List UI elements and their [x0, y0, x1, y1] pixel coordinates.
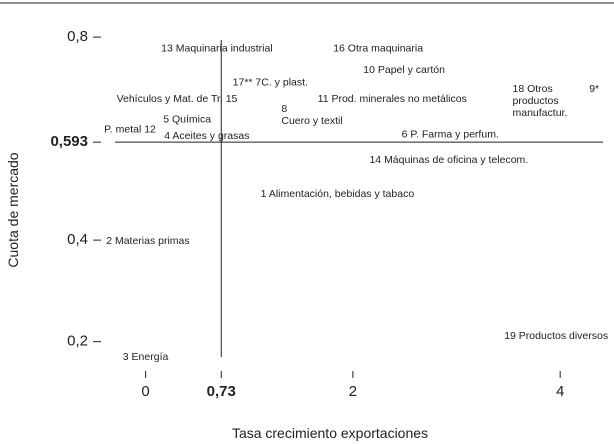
- point-label-line: 8: [281, 103, 287, 115]
- point-label: P. metal 12: [104, 123, 156, 135]
- point-label-line: 16 Otra maquinaria: [333, 42, 423, 54]
- point-label-line: 5 Química: [163, 113, 211, 125]
- x-tick-label: 0,73: [207, 383, 236, 400]
- point-label: 19 Productos diversos: [504, 330, 608, 342]
- point-label: 1 Alimentación, bebidas y tabaco: [261, 188, 415, 200]
- point-label-line: Vehículos y Mat. de Tr. 15: [117, 93, 238, 105]
- point-label-line: 17** 7C. y plast.: [233, 76, 308, 88]
- point-label-line: 10 Papel y cartón: [363, 64, 445, 76]
- point-label-line: 3 Energía: [123, 351, 169, 363]
- point-label: 4 Aceites y grasas: [164, 130, 249, 142]
- point-label-line: 18 Otros: [513, 83, 553, 95]
- point-label: Vehículos y Mat. de Tr. 15: [117, 93, 238, 105]
- point-label-line: 6 P. Farma y perfum.: [402, 129, 499, 141]
- point-label-line: 4 Aceites y grasas: [164, 130, 249, 142]
- x-tick-label: 0: [141, 383, 149, 400]
- point-label: 8 Cuero y textil: [281, 103, 342, 127]
- x-axis-title: Tasa crecimiento exportaciones: [232, 425, 428, 441]
- point-label-line: Cuero y textil: [281, 115, 342, 127]
- point-label-line: 9*: [589, 83, 599, 95]
- point-label-line: 1 Alimentación, bebidas y tabaco: [261, 188, 415, 200]
- y-axis-title: Cuota de mercado: [5, 152, 21, 267]
- point-label-line: manufactur.: [513, 107, 568, 119]
- x-tick-label: 4: [556, 383, 564, 400]
- point-label: 10 Papel y cartón: [363, 64, 445, 76]
- x-tick-label: 2: [349, 383, 357, 400]
- point-label: 16 Otra maquinaria: [333, 42, 423, 54]
- point-label: 9*: [589, 83, 599, 95]
- point-label-line: 2 Materias primas: [106, 235, 189, 247]
- y-tick-label: 0,4: [67, 231, 88, 248]
- point-label: 18 Otros productos manufactur.: [513, 83, 568, 119]
- point-label-line: 11 Prod. minerales no metálicos: [318, 93, 467, 105]
- point-label-line: P. metal 12: [104, 123, 156, 135]
- y-tick-label: 0,8: [67, 28, 88, 45]
- point-label: 5 Química: [163, 113, 211, 125]
- point-label: 3 Energía: [123, 351, 169, 363]
- point-label: 13 Maquinaria industrial: [161, 42, 272, 54]
- point-label-line: 14 Máquinas de oficina y telecom.: [369, 154, 528, 166]
- point-label-line: 13 Maquinaria industrial: [161, 42, 272, 54]
- point-label: 2 Materias primas: [106, 235, 189, 247]
- point-label-line: productos: [513, 95, 559, 107]
- point-label: 6 P. Farma y perfum.: [402, 129, 499, 141]
- point-label: 17** 7C. y plast.: [233, 76, 308, 88]
- y-tick-label: 0,593: [50, 133, 88, 150]
- y-tick-label: 0,2: [67, 333, 88, 350]
- point-label-line: 19 Productos diversos: [504, 330, 608, 342]
- point-label: 14 Máquinas de oficina y telecom.: [369, 154, 528, 166]
- point-label: 11 Prod. minerales no metálicos: [318, 93, 467, 105]
